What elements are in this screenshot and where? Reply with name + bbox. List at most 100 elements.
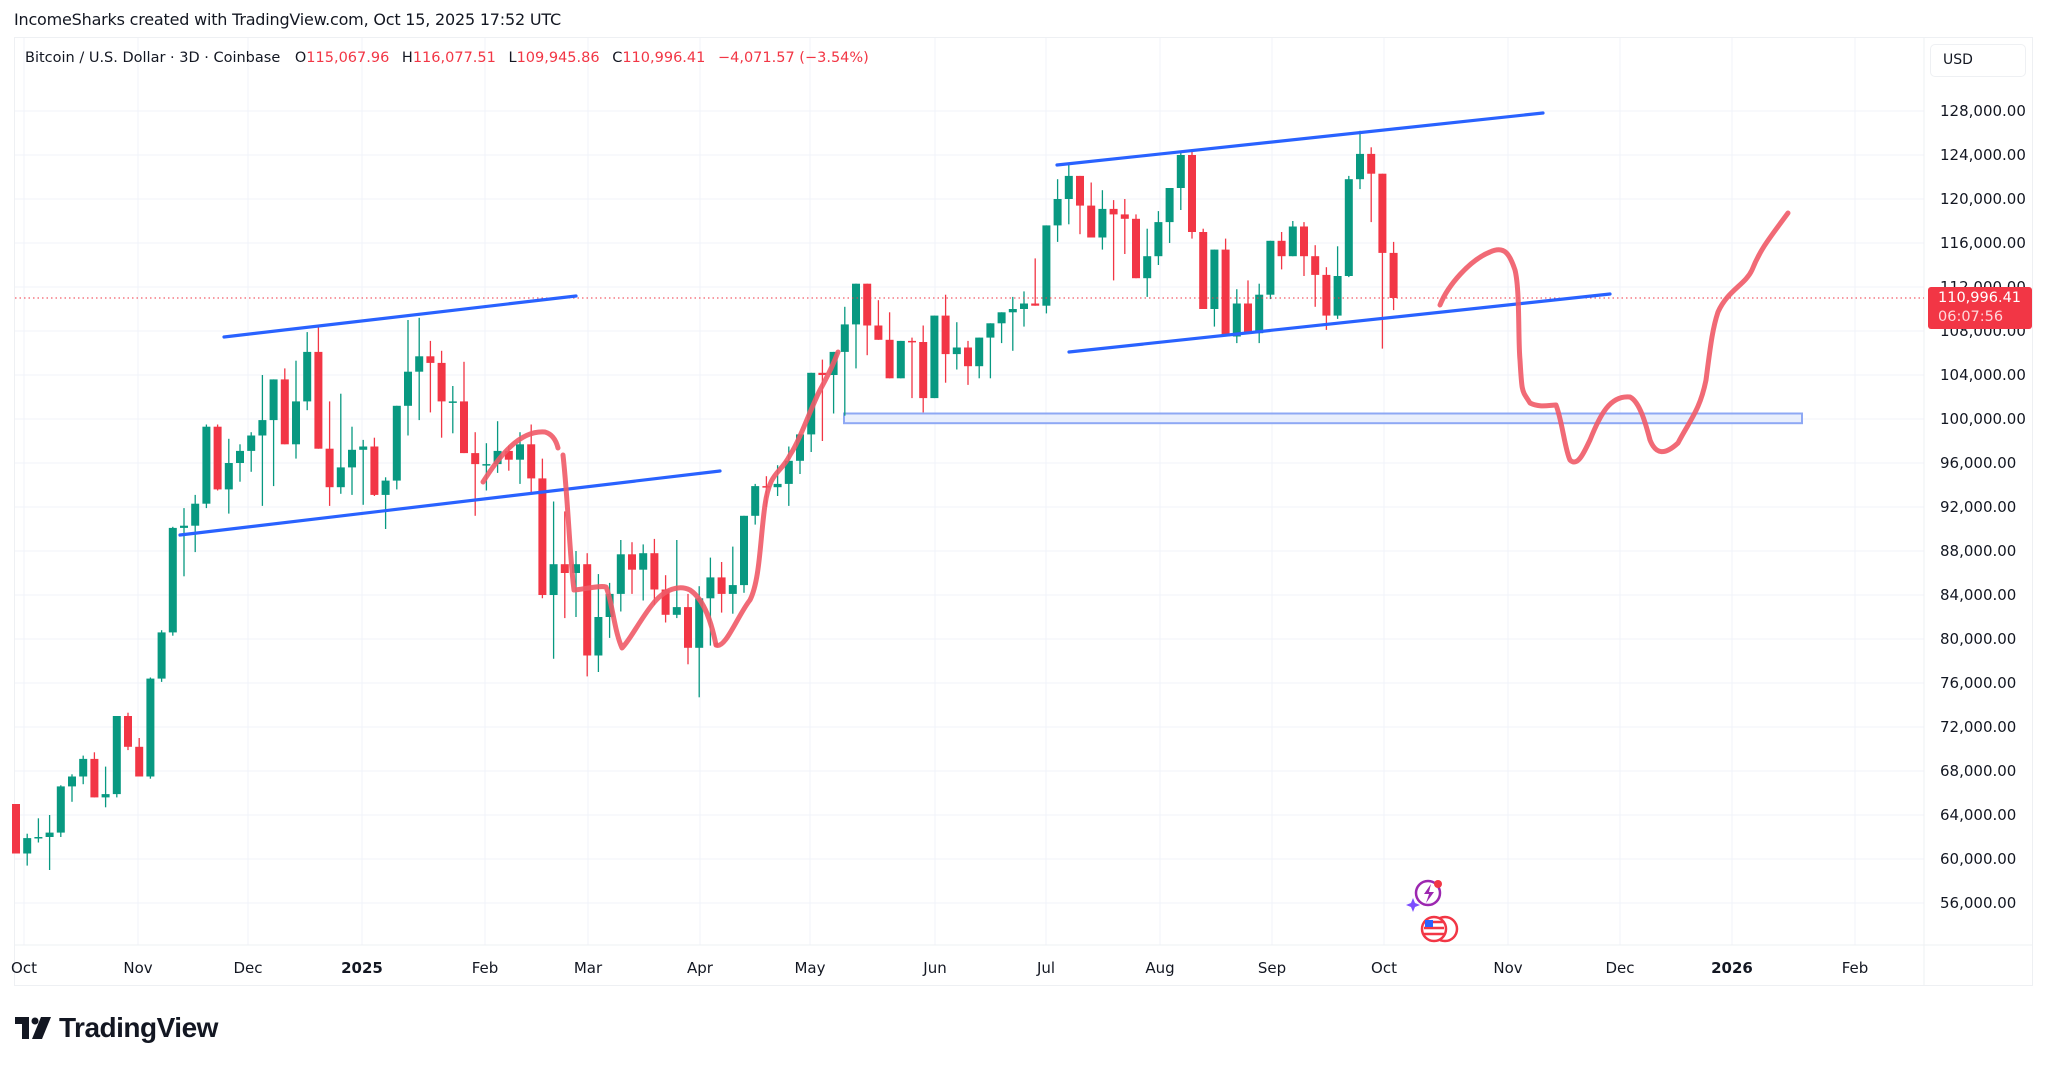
candle xyxy=(392,405,401,481)
candle xyxy=(213,426,222,490)
candle xyxy=(516,444,524,460)
candle xyxy=(784,460,793,484)
price-axis-label: 96,000.00 xyxy=(1940,454,2016,472)
price-axis-label: 68,000.00 xyxy=(1940,762,2016,780)
tradingview-logo[interactable]: TradingView xyxy=(15,1012,218,1044)
last-price-tag: 110,996.41 06:07:56 xyxy=(1928,287,2032,329)
candle xyxy=(1322,274,1331,316)
events-icons[interactable] xyxy=(1406,879,1459,943)
candle xyxy=(12,804,20,854)
low-value: 109,945.86 xyxy=(516,50,600,66)
trendline-channel-2-upper[interactable] xyxy=(1055,111,1545,167)
time-axis-label: Nov xyxy=(123,959,152,977)
candle xyxy=(1210,249,1219,309)
candle xyxy=(1244,303,1252,334)
candle xyxy=(1087,205,1096,238)
candle xyxy=(695,598,704,648)
time-axis-label: Jul xyxy=(1036,959,1055,977)
price-axis-label: 64,000.00 xyxy=(1940,806,2016,824)
bar-countdown: 06:07:56 xyxy=(1938,309,2004,325)
candle xyxy=(1255,294,1264,334)
candle xyxy=(672,607,681,615)
trendline-channel-1-lower[interactable] xyxy=(178,469,722,537)
candle xyxy=(874,325,883,340)
candle xyxy=(404,371,412,406)
candle xyxy=(908,340,916,343)
candle xyxy=(292,401,300,445)
candle xyxy=(135,746,144,777)
price-axis-label: 56,000.00 xyxy=(1940,894,2016,912)
support-zone-rectangle[interactable] xyxy=(843,412,1803,425)
candle xyxy=(348,449,356,468)
candle xyxy=(717,577,726,594)
trendline-channel-1-upper[interactable] xyxy=(222,294,578,339)
candle xyxy=(1109,208,1118,215)
candle xyxy=(191,503,200,526)
symbol-title[interactable]: Bitcoin / U.S. Dollar · 3D · Coinbase xyxy=(25,50,281,66)
candle xyxy=(728,585,737,594)
price-axis-label: 84,000.00 xyxy=(1940,586,2016,604)
candle xyxy=(1098,208,1107,238)
time-axis-label: 2025 xyxy=(341,959,383,977)
time-axis-label: Oct xyxy=(1371,959,1397,977)
ohlc-legend: Bitcoin / U.S. Dollar · 3D · Coinbase O 1… xyxy=(25,50,869,66)
candle xyxy=(1053,199,1062,226)
lightning-icon[interactable] xyxy=(1414,879,1442,907)
price-axis-label: 124,000.00 xyxy=(1940,146,2026,164)
chart-frame xyxy=(14,37,2033,986)
candle xyxy=(751,486,760,516)
candle xyxy=(1031,303,1040,306)
price-axis-label: 116,000.00 xyxy=(1940,234,2026,252)
price-axis-label: 72,000.00 xyxy=(1940,718,2016,736)
candle xyxy=(157,632,166,679)
candle xyxy=(1064,175,1073,199)
chart-credit: IncomeSharks created with TradingView.co… xyxy=(14,10,561,29)
candle xyxy=(930,315,939,399)
candle xyxy=(45,832,54,837)
candle xyxy=(426,356,435,363)
candle xyxy=(1367,153,1376,174)
hand-drawn-projection-path[interactable] xyxy=(1437,210,1791,465)
candle xyxy=(168,527,177,633)
candle xyxy=(964,347,972,367)
candle xyxy=(90,758,99,798)
candle xyxy=(202,426,211,504)
candle xyxy=(448,401,457,403)
time-axis-label: Dec xyxy=(233,959,262,977)
time-axis-label: Feb xyxy=(472,959,499,977)
candle xyxy=(1132,218,1140,279)
candle xyxy=(1344,179,1353,276)
time-axis-label: Mar xyxy=(574,959,603,977)
price-axis-label: 92,000.00 xyxy=(1940,498,2016,516)
candle xyxy=(941,315,950,355)
currency-button[interactable]: USD xyxy=(1930,44,2026,77)
hand-drawn-projection-path[interactable] xyxy=(713,349,841,648)
open-label: O xyxy=(294,50,307,66)
candle xyxy=(684,607,692,648)
candle xyxy=(628,554,636,570)
hand-drawn-projection-path[interactable] xyxy=(480,429,561,485)
candle xyxy=(527,444,536,479)
time-axis-label: Feb xyxy=(1842,959,1869,977)
candle xyxy=(818,372,827,375)
grid xyxy=(15,38,1924,945)
candle xyxy=(549,564,558,595)
high-label: H xyxy=(401,50,413,66)
time-axis-label: Oct xyxy=(11,959,37,977)
candle xyxy=(706,577,715,599)
candle xyxy=(146,678,155,777)
candle xyxy=(269,379,278,421)
candle xyxy=(258,420,267,436)
price-axis[interactable]: 128,000.00 124,000.00 120,000.00 116,000.00… xyxy=(1940,102,2026,912)
candle xyxy=(1300,226,1308,257)
candle xyxy=(796,434,804,461)
candle xyxy=(381,480,390,495)
candle xyxy=(1266,240,1275,295)
candle xyxy=(101,794,110,798)
candle xyxy=(437,362,446,402)
candle xyxy=(236,450,244,463)
hand-drawn-projection-path[interactable] xyxy=(560,452,719,651)
time-axis[interactable]: Oct Nov Dec 2025 Feb Mar Apr May Jun Jul Aug Sep Oct… xyxy=(11,959,1868,977)
time-axis-label: Sep xyxy=(1258,959,1286,977)
